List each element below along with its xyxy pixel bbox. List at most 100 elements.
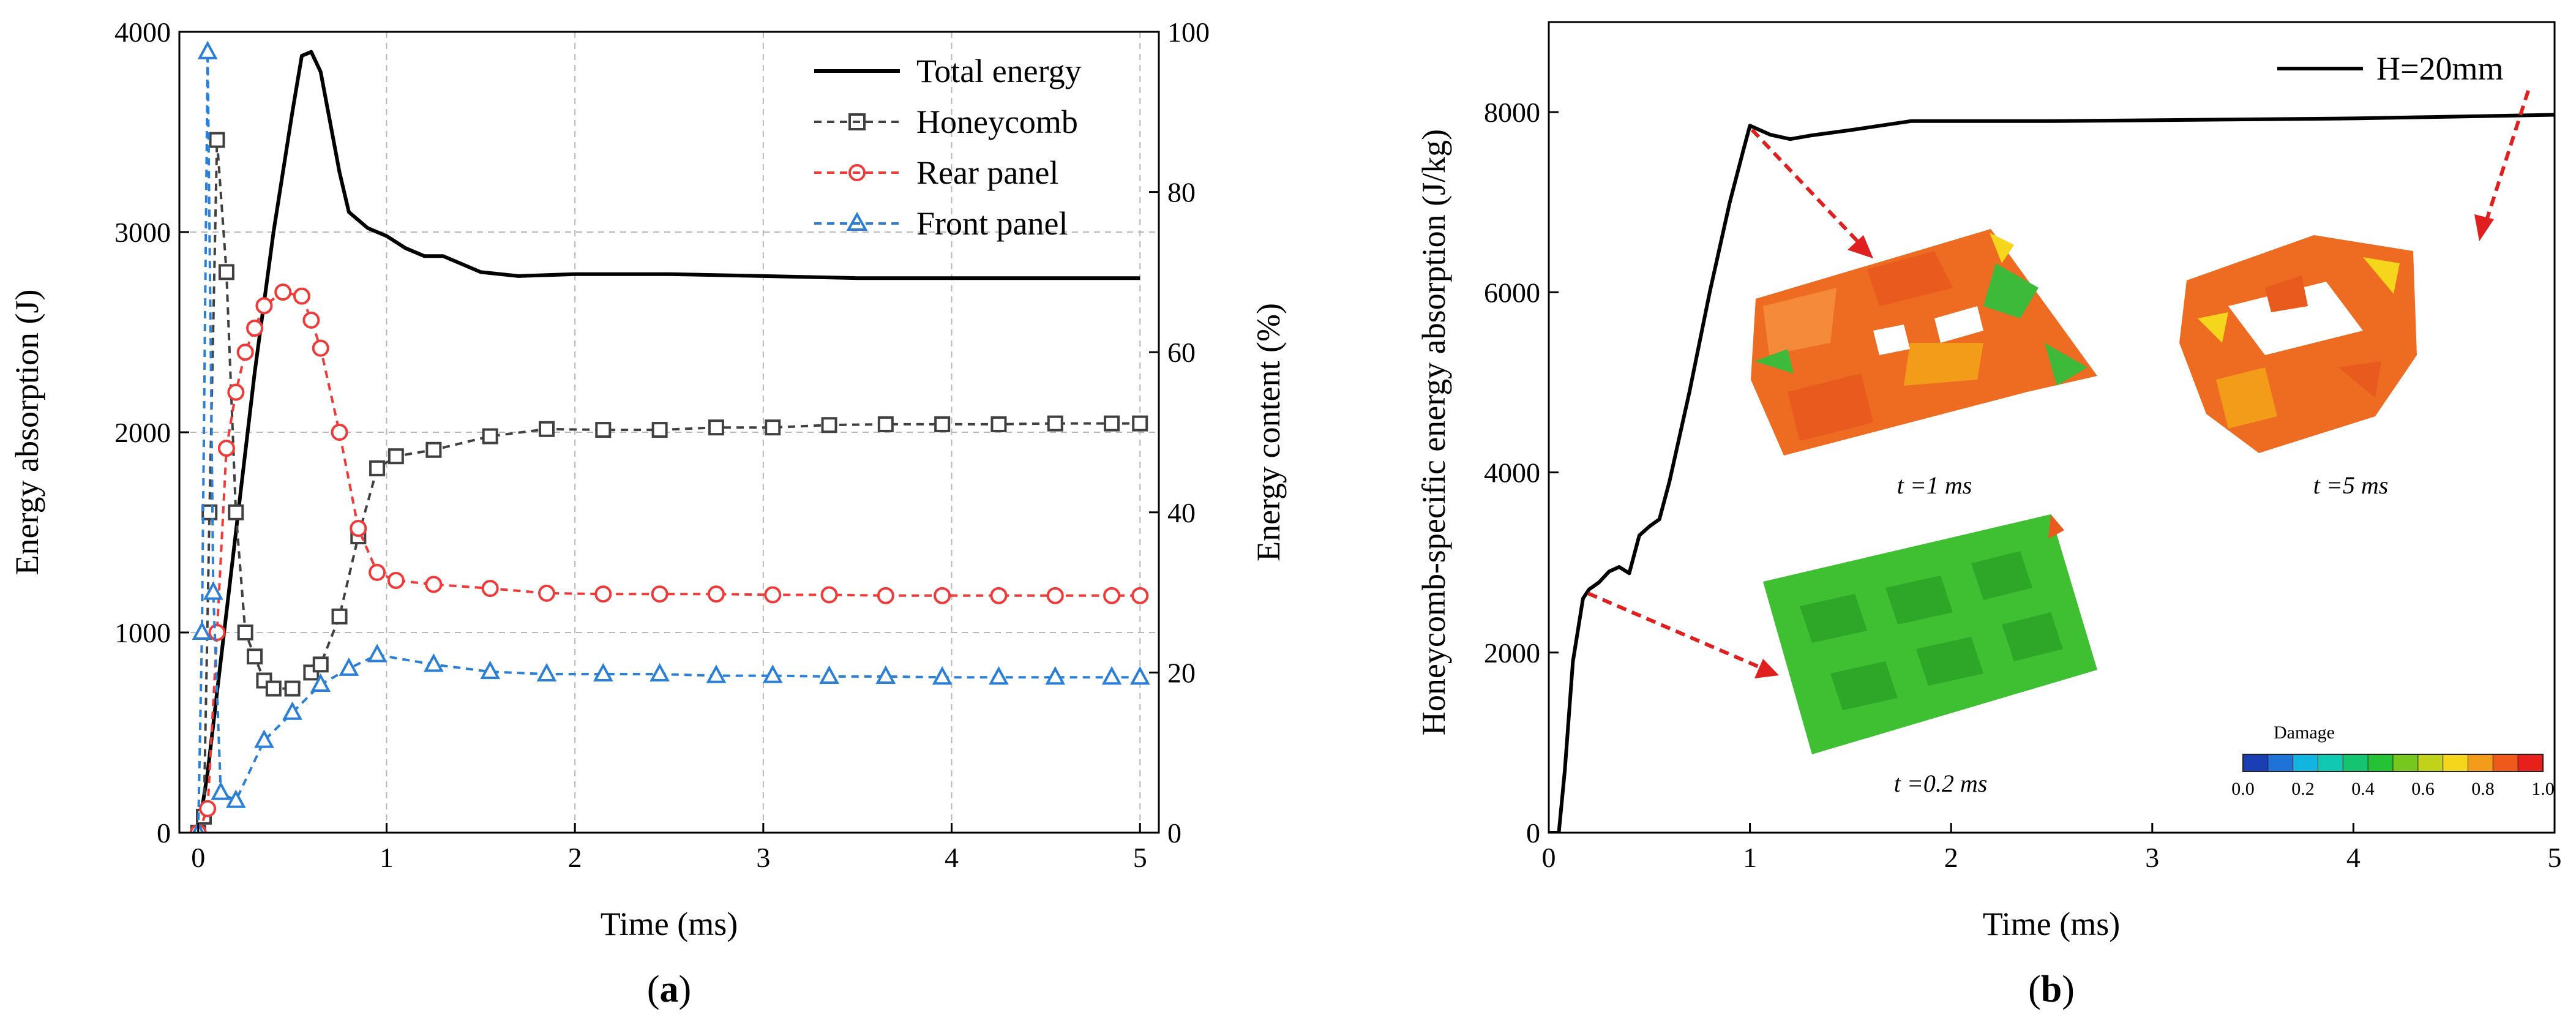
point-a-front-panel-17 bbox=[762, 664, 783, 683]
chart-b-panel-label: (b) bbox=[2028, 969, 2075, 1010]
arrowhead-t5 bbox=[2474, 214, 2494, 241]
point-a-front-panel-15 bbox=[650, 662, 670, 682]
tick-label-b-x-0: 0 bbox=[1542, 842, 1556, 873]
tick-label-a-x-0: 0 bbox=[191, 842, 205, 873]
tick-label-b-x-3: 3 bbox=[2145, 842, 2159, 873]
colorbar-tick-0.0: 0.0 bbox=[2231, 779, 2255, 799]
inset-t5-image bbox=[2179, 235, 2417, 453]
point-a-front-panel-24 bbox=[1129, 666, 1150, 685]
point-a-front-panel-2 bbox=[197, 40, 218, 59]
point-a-rear-panel-17 bbox=[481, 580, 499, 598]
colorbar-tick-1.0: 1.0 bbox=[2531, 779, 2555, 799]
colorbar-tick-0.6: 0.6 bbox=[2411, 779, 2435, 799]
point-a-front-panel-6 bbox=[254, 729, 274, 748]
tick-label-b-x-4: 4 bbox=[2346, 842, 2361, 873]
colorbar-cell-2 bbox=[2293, 754, 2319, 772]
point-a-honeycomb-5 bbox=[228, 504, 244, 520]
point-a-honeycomb-16 bbox=[388, 448, 404, 465]
point-a-rear-panel-15 bbox=[387, 571, 405, 589]
point-a-honeycomb-13 bbox=[331, 608, 348, 625]
arrow-to-t1 bbox=[1750, 128, 1863, 247]
chart-b-xlabel: Time (ms) bbox=[1983, 906, 2121, 942]
tick-label-a-y2-100: 100 bbox=[1167, 17, 1210, 48]
chart-a-xlabel: Time (ms) bbox=[601, 906, 738, 942]
point-a-front-panel-21 bbox=[989, 666, 1009, 685]
point-a-front-panel-20 bbox=[932, 666, 953, 685]
point-a-rear-panel-29 bbox=[1131, 587, 1149, 604]
point-a-front-panel-18 bbox=[819, 665, 839, 684]
legend-a-rear-panel: Rear panel bbox=[916, 154, 1058, 191]
colorbar-cell-8 bbox=[2443, 754, 2469, 772]
colorbar-cells bbox=[2242, 754, 2544, 772]
chart-a-grid bbox=[179, 32, 1159, 833]
tick-label-b-y-6000: 6000 bbox=[1484, 277, 1540, 308]
point-a-rear-panel-12 bbox=[331, 424, 348, 441]
point-a-honeycomb-24 bbox=[821, 417, 837, 433]
tick-label-b-y-4000: 4000 bbox=[1484, 457, 1540, 489]
arrowhead-t02 bbox=[1754, 659, 1779, 678]
legend-a-total-energy: Total energy bbox=[916, 53, 1082, 89]
point-a-rear-panel-6 bbox=[246, 319, 264, 337]
point-a-front-panel-4 bbox=[211, 781, 231, 800]
arrowhead-t1 bbox=[1848, 235, 1873, 258]
point-a-rear-panel-14 bbox=[369, 563, 386, 581]
tick-label-a-y2-0: 0 bbox=[1167, 817, 1181, 849]
point-a-honeycomb-21 bbox=[651, 422, 668, 438]
colorbar-ticks: 0.0 0.2 0.4 0.6 0.8 1.0 bbox=[2231, 779, 2555, 799]
tick-label-a-y2-80: 80 bbox=[1167, 177, 1196, 208]
tick-label-a-y-4000: 4000 bbox=[114, 17, 171, 48]
chart-b-series bbox=[1549, 113, 2555, 833]
series-a-honeycomb-line bbox=[197, 138, 1140, 833]
point-a-rear-panel-8 bbox=[274, 283, 292, 301]
colorbar-cell-0 bbox=[2242, 754, 2269, 772]
point-a-honeycomb-6 bbox=[237, 625, 253, 640]
point-a-rear-panel-19 bbox=[594, 585, 612, 603]
chart-a-series bbox=[189, 40, 1150, 833]
colorbar-cell-9 bbox=[2468, 754, 2494, 772]
point-a-front-panel-5 bbox=[225, 789, 246, 808]
point-a-rear-panel-3 bbox=[217, 440, 235, 457]
colorbar-cell-5 bbox=[2367, 754, 2394, 772]
point-a-rear-panel-26 bbox=[990, 587, 1008, 604]
chart-b-arrows bbox=[1587, 90, 2530, 670]
point-a-honeycomb-4 bbox=[218, 264, 234, 280]
colorbar-cell-6 bbox=[2392, 754, 2419, 772]
tick-label-a-x-4: 4 bbox=[945, 842, 959, 873]
point-a-honeycomb-7 bbox=[247, 648, 263, 665]
point-a-rear-panel-7 bbox=[255, 297, 273, 315]
chart-b-legend: H=20mm bbox=[2277, 50, 2503, 87]
point-a-rear-panel-22 bbox=[764, 586, 782, 604]
tick-label-a-x-1: 1 bbox=[380, 842, 394, 873]
chart-b-ylabel: Honeycomb-specific energy absorption (J/… bbox=[1415, 129, 1452, 735]
point-a-rear-panel-24 bbox=[877, 587, 894, 604]
inset-t1-image bbox=[1751, 229, 2097, 456]
point-a-rear-panel-16 bbox=[425, 576, 443, 593]
point-a-front-panel-9 bbox=[339, 657, 359, 676]
tick-label-b-y-2000: 2000 bbox=[1484, 637, 1540, 669]
point-a-rear-panel-1 bbox=[199, 800, 217, 817]
point-a-honeycomb-26 bbox=[934, 416, 951, 432]
chart-b-insets bbox=[1751, 229, 2417, 754]
point-a-front-panel-10 bbox=[367, 643, 388, 662]
colorbar-title: Damage bbox=[2274, 722, 2335, 743]
point-a-honeycomb-3 bbox=[209, 132, 225, 148]
tick-label-a-y2-40: 40 bbox=[1167, 497, 1196, 528]
point-a-honeycomb-29 bbox=[1104, 415, 1120, 432]
arrow-to-t5 bbox=[2482, 90, 2530, 228]
point-a-rear-panel-23 bbox=[820, 586, 838, 604]
inset-t02-image bbox=[1763, 514, 2097, 754]
arrow-to-t02 bbox=[1587, 591, 1764, 670]
point-a-rear-panel-20 bbox=[651, 585, 668, 603]
chart-a-legend: Total energy Honeycomb Rear panel Front … bbox=[814, 53, 1082, 242]
point-a-honeycomb-12 bbox=[312, 656, 329, 673]
colorbar-tick-0.4: 0.4 bbox=[2351, 779, 2375, 799]
point-a-rear-panel-21 bbox=[707, 585, 725, 603]
point-a-honeycomb-28 bbox=[1047, 415, 1063, 432]
point-a-honeycomb-30 bbox=[1132, 415, 1148, 432]
point-a-honeycomb-27 bbox=[990, 416, 1007, 432]
tick-label-a-x-2: 2 bbox=[568, 842, 582, 873]
point-a-honeycomb-22 bbox=[708, 419, 724, 436]
chart-b-plot-frame bbox=[1548, 21, 2556, 834]
